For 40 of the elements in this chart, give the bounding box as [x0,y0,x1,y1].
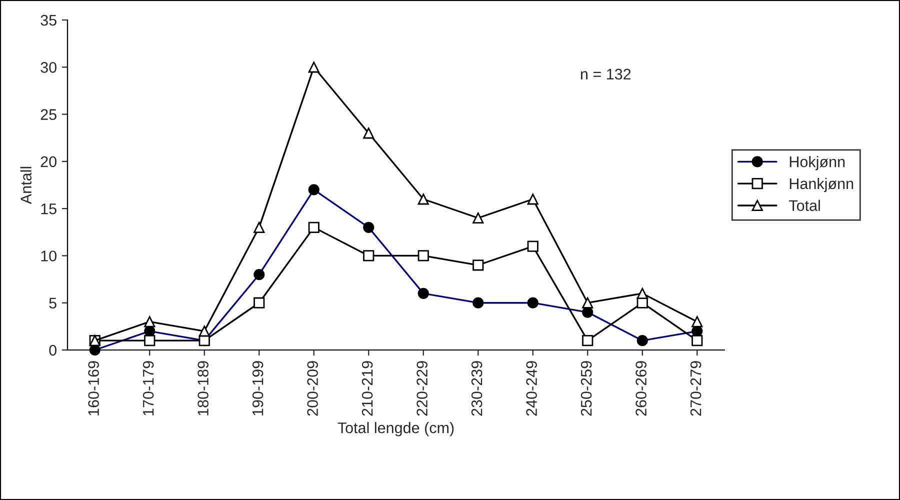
legend-label: Total [789,200,820,211]
y-tick-label: 30 [40,62,56,73]
y-tick-label: 10 [41,250,56,262]
y-tick-label: 20 [40,156,56,168]
y-tick-label: 15 [41,204,56,214]
x-tick-label: 190-199 [252,361,264,416]
x-tick-label: 240-249 [526,361,537,416]
legend-label: Hokjønn [790,156,845,170]
point [363,128,374,139]
legend-label: Hankjønn [790,178,854,192]
point [254,297,265,308]
x-tick-label: 200-209 [307,361,318,416]
point [692,335,703,346]
x-tick-label: 160-169 [88,361,99,416]
point [418,250,429,262]
point [418,194,429,205]
x-tick-label: 270-279 [690,361,702,416]
y-tick-label: 5 [49,298,56,309]
x-tick-label: 210-219 [362,361,373,416]
x-tick-label: 230-239 [471,361,482,416]
point [144,335,156,346]
x-axis-title: Total lengde (cm) [338,422,454,436]
annotation: n = 132 [580,68,631,80]
point [582,335,594,346]
y-tick-label: 25 [40,109,56,120]
y-tick-label: 35 [40,14,56,26]
point [363,250,374,262]
point [472,260,484,271]
point [308,62,320,73]
x-tick-label: 250-259 [580,361,592,416]
point [254,222,265,233]
y-axis-title: Antall [20,166,32,204]
point [527,194,538,205]
x-tick-label: 260-269 [636,361,646,416]
x-tick-label: 220-229 [416,361,428,416]
x-tick-label: 170-179 [142,361,154,416]
x-tick-label: 180-189 [198,361,208,416]
y-tick-label: 0 [49,344,56,356]
point [308,222,320,233]
point [527,240,538,252]
